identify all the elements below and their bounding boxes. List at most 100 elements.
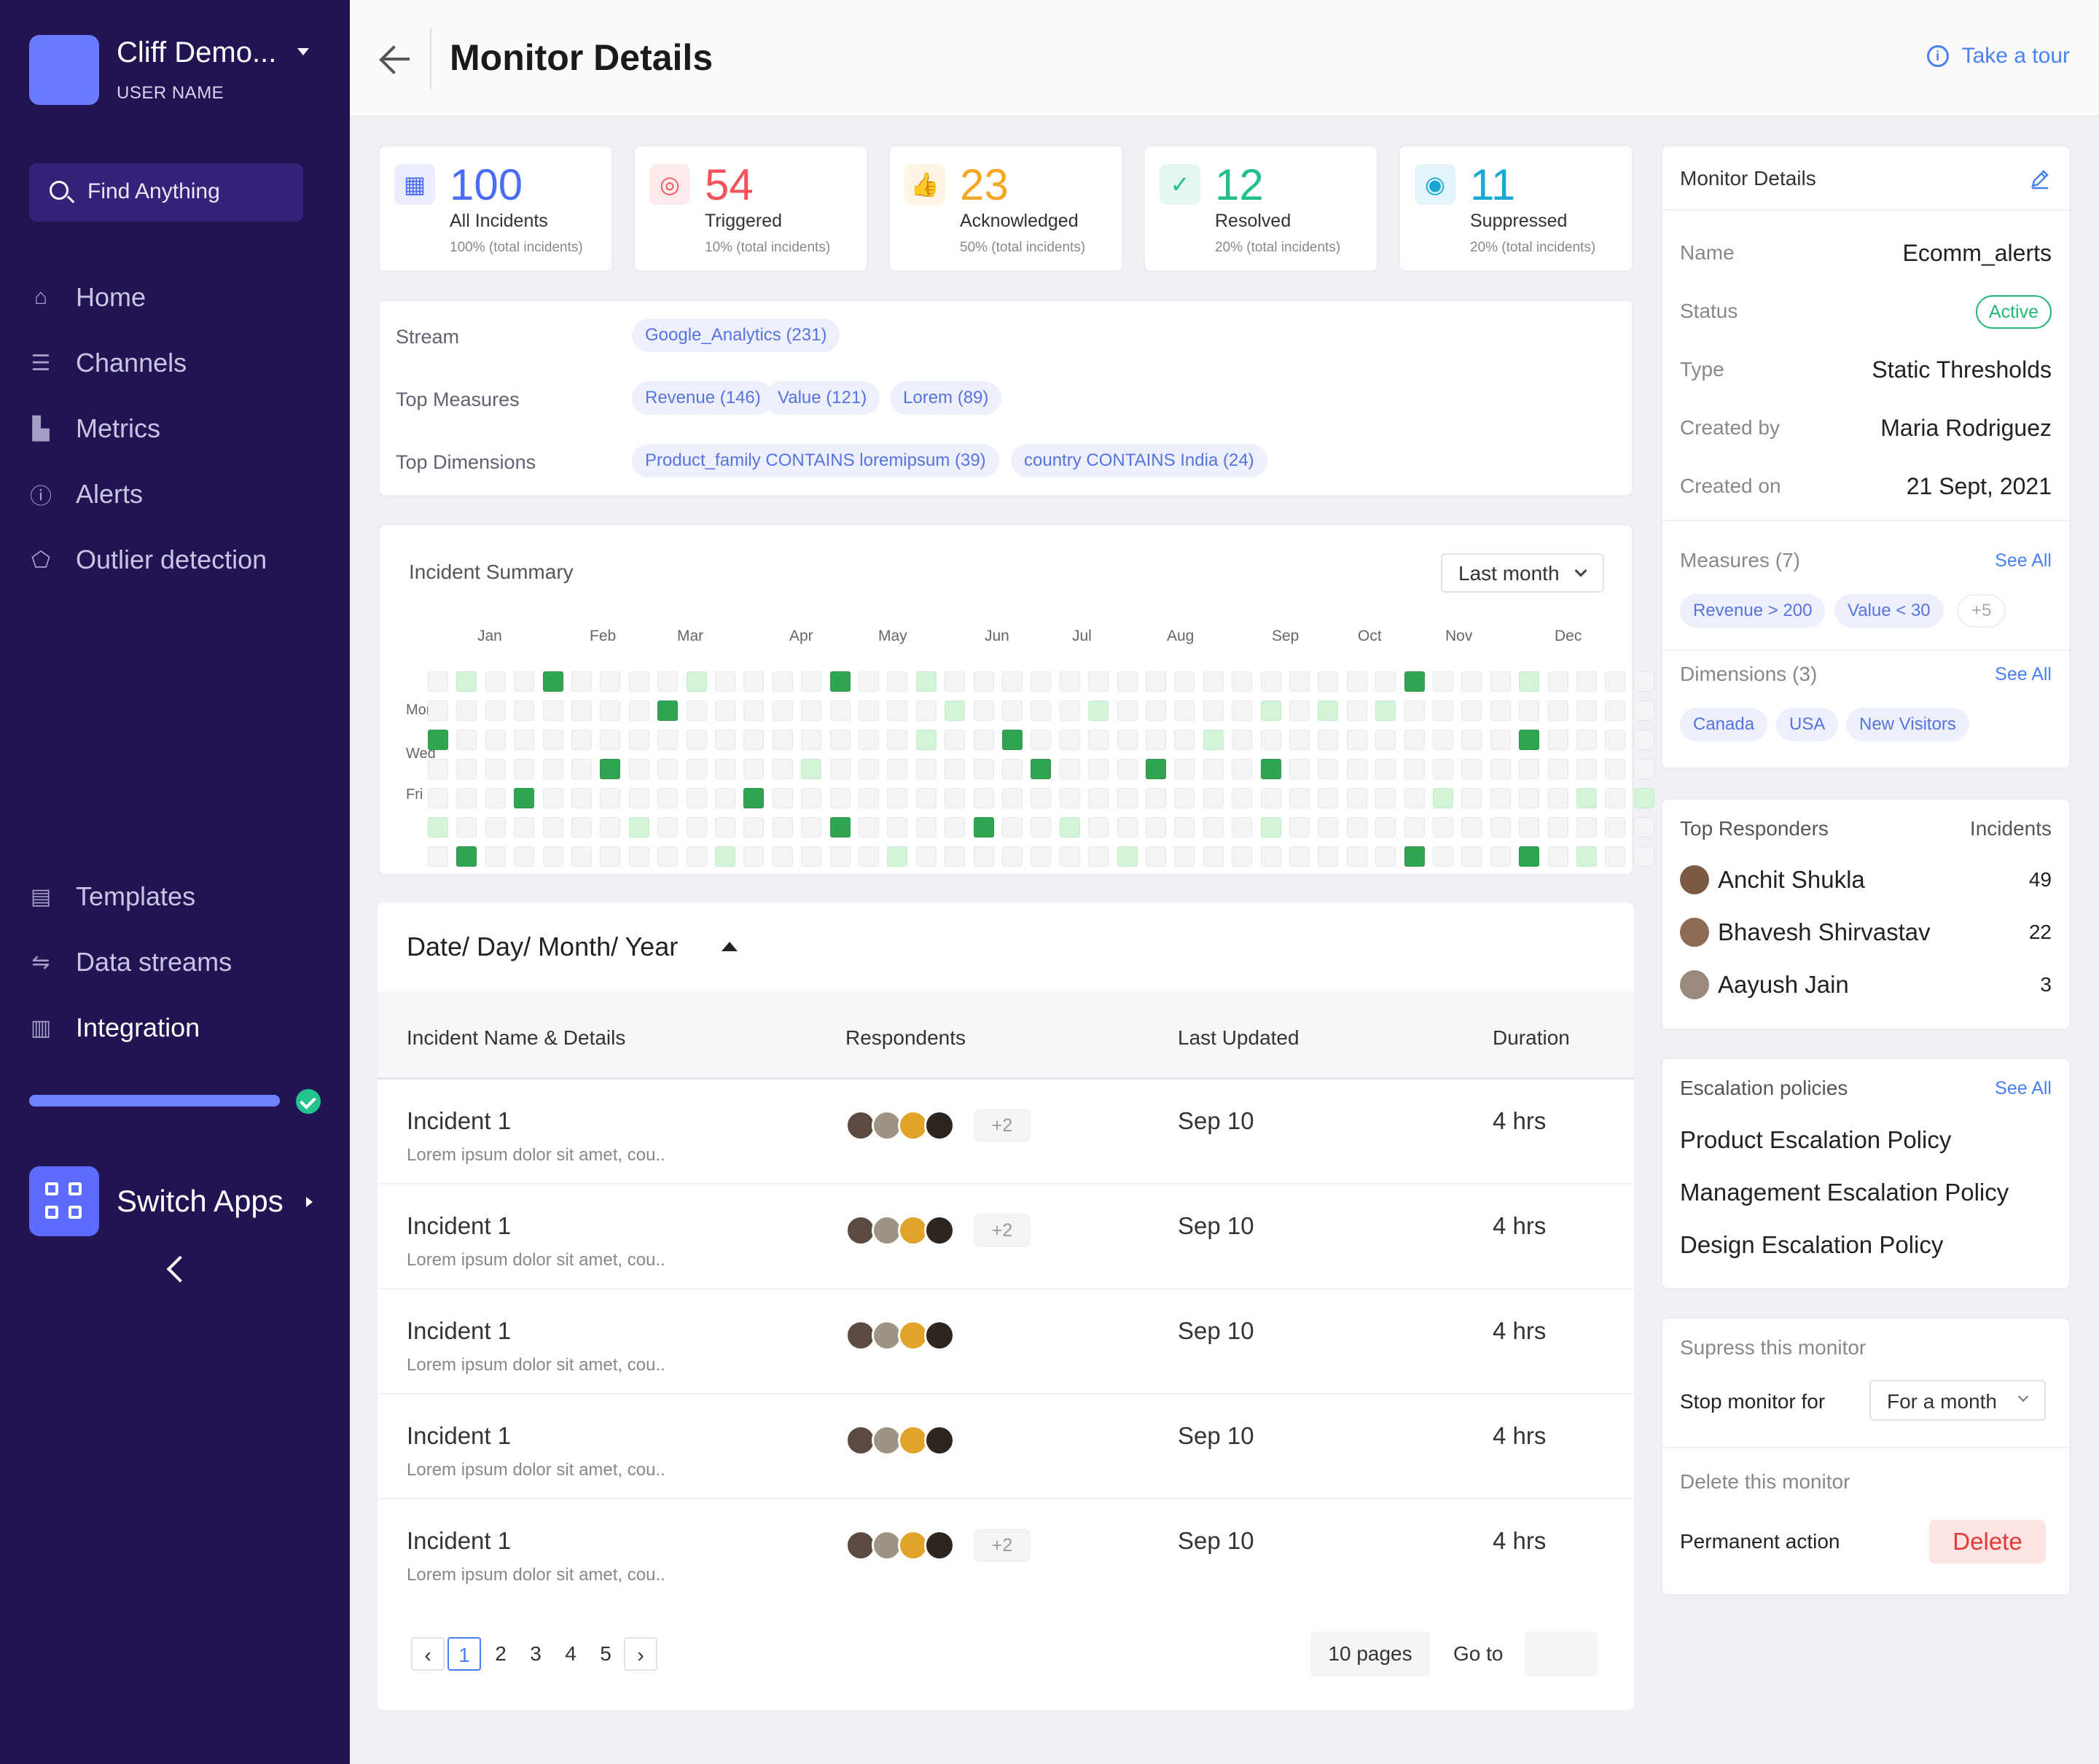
heatmap-cell[interactable]	[1174, 730, 1195, 750]
heatmap-cell[interactable]	[1318, 671, 1339, 692]
heatmap-cell[interactable]	[1375, 700, 1396, 721]
heatmap-cell[interactable]	[1633, 846, 1654, 867]
heatmap-cell[interactable]	[1174, 817, 1195, 838]
caret-up-icon[interactable]	[722, 942, 738, 951]
heatmap-cell[interactable]	[1174, 700, 1195, 721]
heatmap-cell[interactable]	[1289, 700, 1310, 721]
column-header[interactable]: Last Updated	[1178, 1026, 1299, 1049]
heatmap-cell[interactable]	[571, 817, 592, 838]
heatmap-cell[interactable]	[1117, 700, 1138, 721]
heatmap-cell[interactable]	[915, 788, 937, 808]
heatmap-cell[interactable]	[1404, 788, 1425, 808]
heatmap-cell[interactable]	[657, 671, 679, 692]
heatmap-cell[interactable]	[887, 817, 908, 838]
heatmap-cell[interactable]	[915, 700, 937, 721]
heatmap-cell[interactable]	[1318, 700, 1339, 721]
delete-button[interactable]: Delete	[1929, 1520, 2046, 1564]
table-row[interactable]: Incident 1 Lorem ipsum dolor sit amet, c…	[378, 1185, 1634, 1289]
heatmap-cell[interactable]	[1605, 700, 1626, 721]
heatmap-cell[interactable]	[1318, 730, 1339, 750]
heatmap-cell[interactable]	[801, 817, 822, 838]
escalation-policy-item[interactable]: Product Escalation Policy	[1680, 1126, 1952, 1153]
heatmap-cell[interactable]	[715, 817, 735, 838]
heatmap-cell[interactable]	[571, 700, 592, 721]
heatmap-cell[interactable]	[514, 846, 535, 867]
heatmap-cell[interactable]	[1490, 817, 1511, 838]
heatmap-cell[interactable]	[1203, 759, 1224, 779]
heatmap-cell[interactable]	[859, 788, 879, 808]
incident-name[interactable]: Incident 1	[407, 1527, 512, 1554]
table-row[interactable]: Incident 1 Lorem ipsum dolor sit amet, c…	[378, 1394, 1634, 1499]
heatmap-cell[interactable]	[945, 788, 966, 808]
heatmap-cell[interactable]	[1519, 846, 1540, 867]
heatmap-cell[interactable]	[1088, 671, 1109, 692]
date-group-title[interactable]: Date/ Day/ Month/ Year	[407, 932, 679, 961]
more-measures-chip[interactable]: +5	[1957, 594, 2006, 628]
heatmap-cell[interactable]	[1605, 846, 1626, 867]
incident-name[interactable]: Incident 1	[407, 1317, 512, 1344]
heatmap-cell[interactable]	[973, 759, 994, 779]
heatmap-cell[interactable]	[1576, 846, 1597, 867]
heatmap-cell[interactable]	[456, 700, 477, 721]
heatmap-cell[interactable]	[428, 759, 448, 779]
heatmap-cell[interactable]	[628, 700, 649, 721]
heatmap-cell[interactable]	[1117, 788, 1138, 808]
heatmap-cell[interactable]	[628, 671, 649, 692]
heatmap-cell[interactable]	[945, 730, 966, 750]
heatmap-cell[interactable]	[945, 671, 966, 692]
heatmap-cell[interactable]	[1576, 759, 1597, 779]
nav-item-data-streams[interactable]: ⇋ Data streams	[29, 940, 232, 984]
heatmap-cell[interactable]	[1088, 730, 1109, 750]
heatmap-cell[interactable]	[973, 700, 994, 721]
heatmap-cell[interactable]	[1547, 671, 1568, 692]
heatmap-cell[interactable]	[1232, 671, 1253, 692]
heatmap-cell[interactable]	[428, 788, 448, 808]
edit-pencil-icon[interactable]	[2028, 167, 2052, 190]
heatmap-cell[interactable]	[1346, 671, 1367, 692]
heatmap-cell[interactable]	[571, 759, 592, 779]
workspace-avatar[interactable]	[29, 35, 99, 105]
heatmap-cell[interactable]	[1232, 788, 1253, 808]
heatmap-cell[interactable]	[743, 671, 765, 692]
heatmap-cell[interactable]	[657, 759, 679, 779]
respondent-avatars[interactable]	[845, 1425, 962, 1456]
heatmap-cell[interactable]	[1146, 700, 1166, 721]
heatmap-cell[interactable]	[715, 759, 735, 779]
heatmap-cell[interactable]	[1346, 730, 1367, 750]
heatmap-cell[interactable]	[1059, 788, 1080, 808]
back-arrow-icon[interactable]	[379, 42, 413, 76]
heatmap-cell[interactable]	[628, 817, 649, 838]
heatmap-cell[interactable]	[1375, 817, 1396, 838]
heatmap-cell[interactable]	[600, 846, 621, 867]
heatmap-cell[interactable]	[1232, 759, 1253, 779]
table-row[interactable]: Incident 1 Lorem ipsum dolor sit amet, c…	[378, 1080, 1634, 1185]
heatmap-cell[interactable]	[571, 671, 592, 692]
heatmap-cell[interactable]	[887, 759, 908, 779]
heatmap-cell[interactable]	[1174, 671, 1195, 692]
heatmap-cell[interactable]	[1318, 759, 1339, 779]
measure-chip[interactable]: Revenue > 200	[1680, 594, 1826, 628]
heatmap-cell[interactable]	[1260, 759, 1281, 779]
heatmap-cell[interactable]	[600, 817, 621, 838]
heatmap-cell[interactable]	[1404, 846, 1425, 867]
heatmap-cell[interactable]	[571, 788, 592, 808]
heatmap-cell[interactable]	[829, 759, 851, 779]
heatmap-cell[interactable]	[428, 846, 448, 867]
heatmap-cell[interactable]	[571, 846, 592, 867]
heatmap-cell[interactable]	[600, 671, 621, 692]
heatmap-cell[interactable]	[485, 671, 506, 692]
heatmap-cell[interactable]	[1547, 846, 1568, 867]
heatmap-cell[interactable]	[1346, 846, 1367, 867]
heatmap-cell[interactable]	[1031, 759, 1052, 779]
heatmap-cell[interactable]	[1117, 730, 1138, 750]
heatmap-cell[interactable]	[600, 700, 621, 721]
heatmap-cell[interactable]	[657, 817, 679, 838]
heatmap-cell[interactable]	[1605, 671, 1626, 692]
heatmap-cell[interactable]	[1088, 846, 1109, 867]
heatmap-cell[interactable]	[1404, 671, 1425, 692]
heatmap-cell[interactable]	[600, 759, 621, 779]
heatmap-cell[interactable]	[973, 730, 994, 750]
dimension-chip[interactable]: Product_family CONTAINS loremipsum (39)	[632, 444, 999, 477]
take-a-tour-link[interactable]: i Take a tour	[1926, 44, 2070, 69]
heatmap-cell[interactable]	[1318, 846, 1339, 867]
